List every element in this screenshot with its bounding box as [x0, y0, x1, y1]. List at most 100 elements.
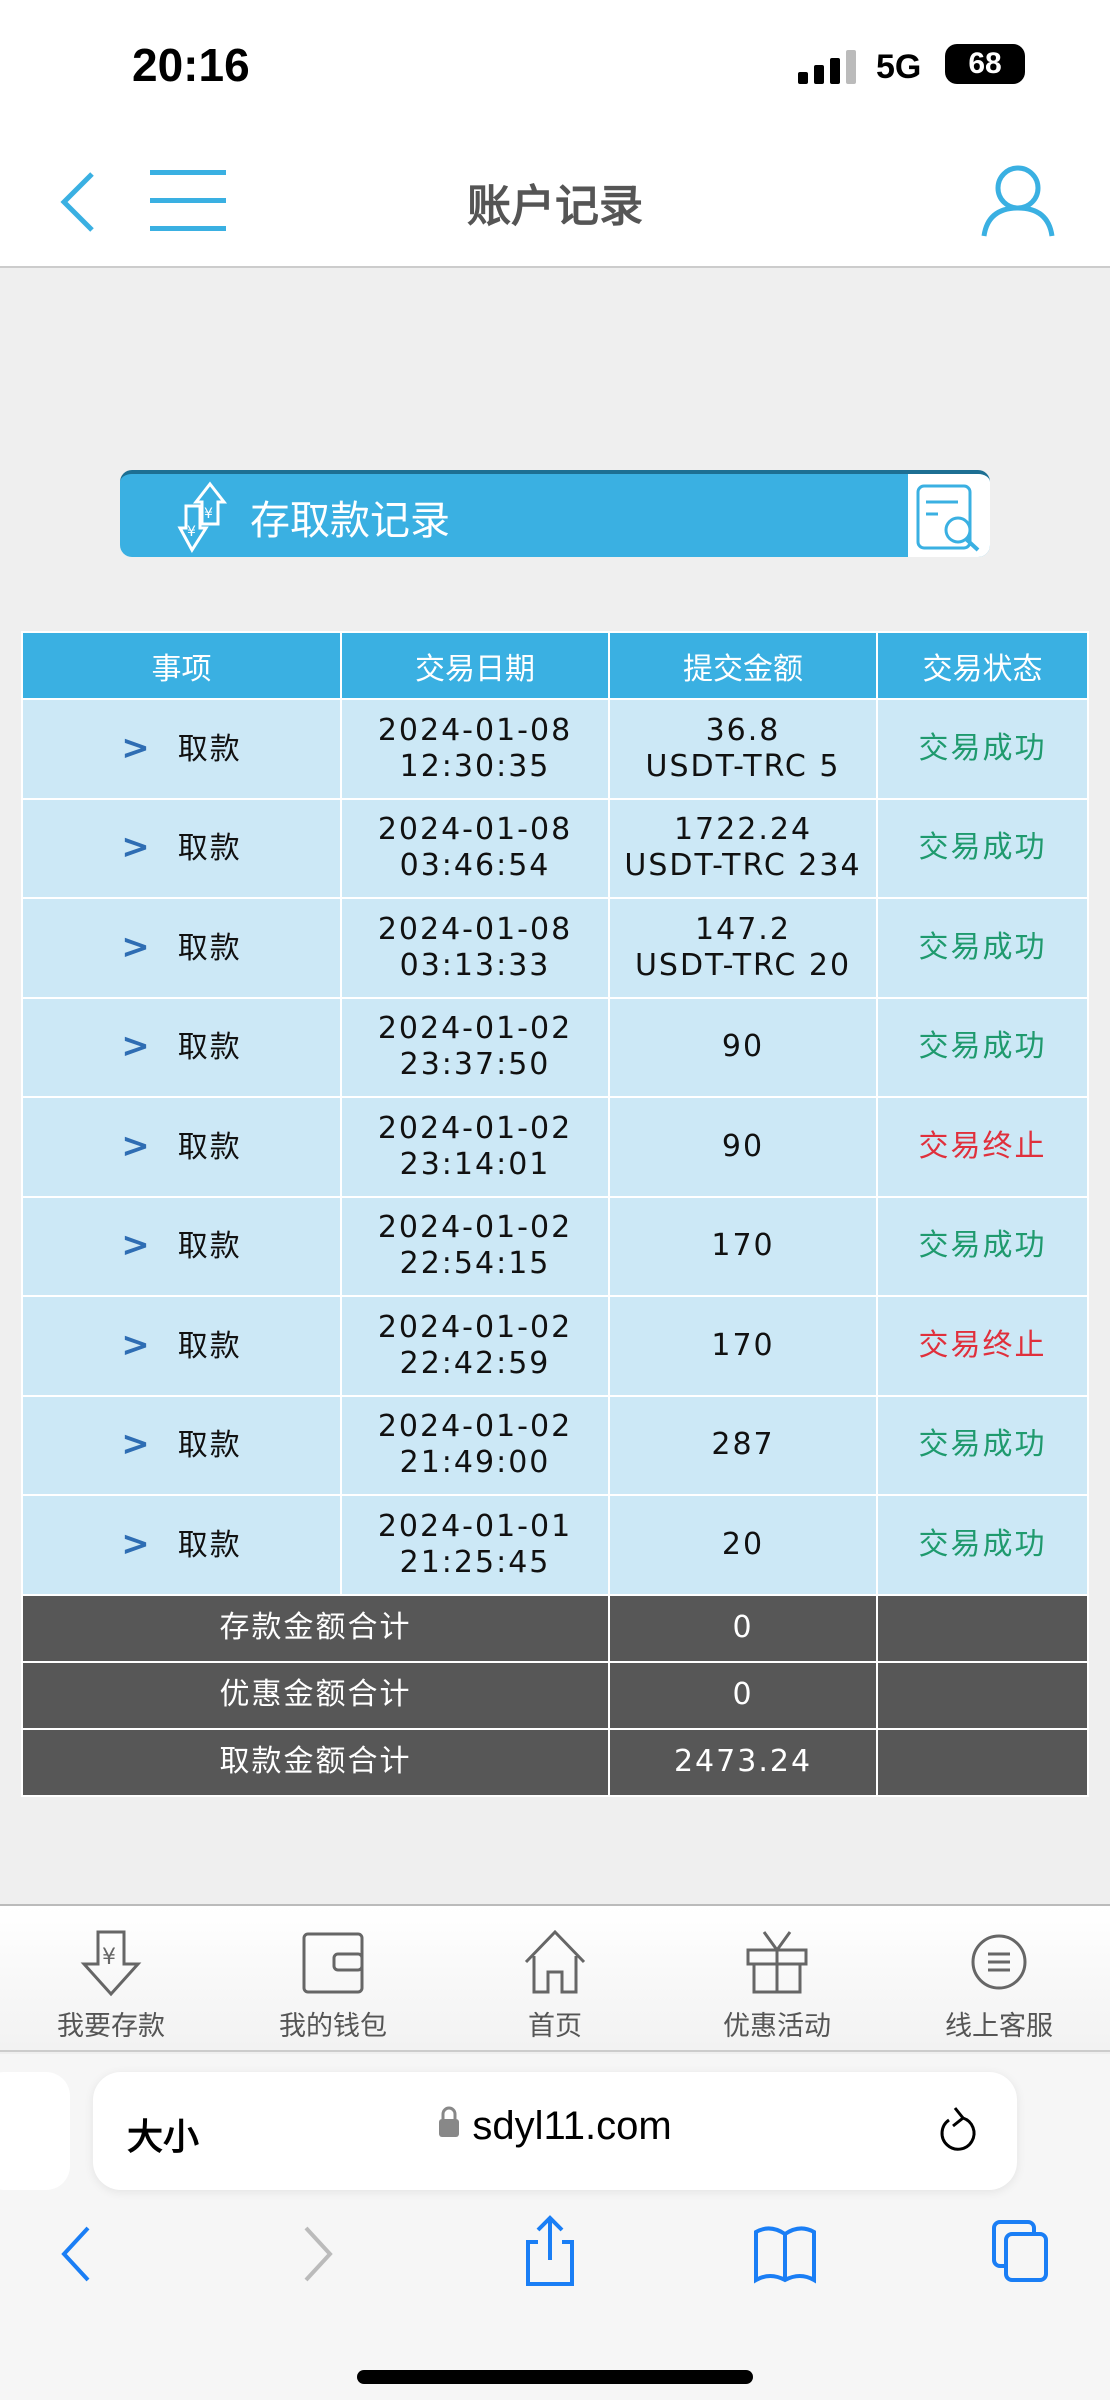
table-row[interactable]: > 取款 2024-01-08 03:13:33 147.2 USDT-TRC 20 …	[21, 897, 1089, 999]
amount-text: 170	[711, 1327, 775, 1363]
nav-label: 我要存款	[57, 2011, 165, 2042]
gift-icon	[746, 1931, 808, 1994]
time-text: 21:25:45	[399, 1544, 551, 1580]
nav-label: 我的钱包	[279, 2011, 387, 2042]
time-text: 23:37:50	[399, 1047, 551, 1083]
table-row[interactable]: > 取款 2024-01-02 23:37:50 90 交易成功	[21, 996, 1089, 1098]
type-text: 取款	[177, 1527, 242, 1563]
amount-cell: 36.8 USDT-TRC 5	[608, 698, 878, 800]
status-badge: 交易成功	[876, 698, 1089, 800]
summary-empty	[876, 1727, 1089, 1797]
type-cell[interactable]: > 取款	[21, 1096, 342, 1198]
status-badge: 交易成功	[876, 797, 1089, 899]
text-size-button[interactable]: 大小	[127, 2117, 200, 2158]
bookmarks-icon[interactable]	[752, 2224, 818, 2284]
svg-text:¥: ¥	[204, 506, 213, 522]
menu-icon[interactable]	[150, 168, 226, 232]
amount-text: 170	[711, 1228, 775, 1264]
type-text: 取款	[177, 731, 242, 767]
nav-deposit[interactable]: ¥ 我要存款	[0, 1906, 222, 2050]
time-text: 23:14:01	[399, 1146, 551, 1182]
type-cell[interactable]: > 取款	[21, 698, 342, 800]
column-header: 事项	[21, 631, 342, 700]
summary-value: 0	[608, 1660, 878, 1730]
type-text: 取款	[177, 1428, 242, 1464]
currency-text: USDT-TRC 234	[624, 848, 862, 884]
network-type: 5G	[876, 48, 922, 86]
status-badge: 交易成功	[876, 1195, 1089, 1297]
status-bar: 20:16 5G 68	[0, 0, 1110, 140]
nav-promotions[interactable]: 优惠活动	[666, 1906, 888, 2050]
date-cell: 2024-01-01 21:25:45	[340, 1494, 610, 1596]
reload-icon[interactable]	[935, 2106, 979, 2156]
type-cell[interactable]: > 取款	[21, 996, 342, 1098]
nav-support[interactable]: 线上客服	[888, 1906, 1110, 2050]
time-text: 03:46:54	[399, 848, 551, 884]
currency-text: USDT-TRC 20	[634, 947, 852, 983]
page-title: 账户记录	[467, 181, 643, 232]
url-field[interactable]: sdyl11.com	[93, 2104, 1017, 2149]
table-row[interactable]: > 取款 2024-01-08 03:46:54 1722.24 USDT-TRC 2…	[21, 797, 1089, 899]
bottom-nav: ¥ 我要存款 我的钱包 首页 优惠活动 线上客服	[0, 1904, 1110, 2052]
amount-cell: 90	[608, 1096, 878, 1198]
search-record-button[interactable]	[908, 474, 990, 557]
chevron-right-icon: >	[121, 926, 152, 967]
tabs-icon[interactable]	[990, 2218, 1050, 2284]
previous-tab[interactable]	[0, 2072, 70, 2190]
address-bar[interactable]: 大小 sdyl11.com	[93, 2072, 1017, 2190]
type-cell[interactable]: > 取款	[21, 797, 342, 899]
back-icon[interactable]	[58, 170, 98, 234]
type-text: 取款	[177, 1129, 242, 1165]
amount-cell: 1722.24 USDT-TRC 234	[608, 797, 878, 899]
signal-icon	[798, 50, 856, 84]
date-text: 2024-01-02	[377, 1110, 573, 1146]
type-text: 取款	[177, 831, 242, 867]
amount-text: 147.2	[695, 911, 791, 947]
browser-forward-icon[interactable]	[296, 2224, 336, 2284]
amount-cell: 147.2 USDT-TRC 20	[608, 897, 878, 999]
amount-cell: 170	[608, 1195, 878, 1297]
date-text: 2024-01-02	[377, 1210, 573, 1246]
chevron-right-icon: >	[121, 727, 152, 768]
browser-back-icon[interactable]	[58, 2224, 98, 2284]
time-text: 12:30:35	[399, 748, 551, 784]
type-text: 取款	[177, 1328, 242, 1364]
table-row[interactable]: > 取款 2024-01-02 21:49:00 287 交易成功	[21, 1394, 1089, 1496]
amount-cell: 90	[608, 996, 878, 1098]
amount-cell: 287	[608, 1394, 878, 1496]
type-cell[interactable]: > 取款	[21, 1195, 342, 1297]
svg-text:¥: ¥	[187, 524, 196, 540]
status-badge: 交易终止	[876, 1096, 1089, 1198]
table-row[interactable]: > 取款 2024-01-02 22:54:15 170 交易成功	[21, 1195, 1089, 1297]
share-icon[interactable]	[520, 2214, 580, 2290]
amount-text: 90	[721, 1029, 765, 1065]
type-text: 取款	[177, 930, 242, 966]
table-row[interactable]: > 取款 2024-01-02 22:42:59 170 交易终止	[21, 1295, 1089, 1397]
table-row[interactable]: > 取款 2024-01-08 12:30:35 36.8 USDT-TRC 5 交易…	[21, 698, 1089, 800]
summary-value: 2473.24	[608, 1727, 878, 1797]
type-cell[interactable]: > 取款	[21, 897, 342, 999]
type-cell[interactable]: > 取款	[21, 1295, 342, 1397]
browser-toolbar: 大小 sdyl11.com	[0, 2054, 1110, 2400]
date-text: 2024-01-02	[377, 1309, 573, 1345]
date-cell: 2024-01-02 22:54:15	[340, 1195, 610, 1297]
lock-icon	[439, 2106, 460, 2137]
nav-home[interactable]: 首页	[444, 1906, 666, 2050]
exchange-icon: ¥¥	[177, 481, 228, 553]
amount-text: 90	[721, 1128, 765, 1164]
date-text: 2024-01-01	[377, 1508, 573, 1544]
table-row[interactable]: > 取款 2024-01-01 21:25:45 20 交易成功	[21, 1494, 1089, 1596]
date-cell: 2024-01-02 21:49:00	[340, 1394, 610, 1496]
user-icon[interactable]	[980, 162, 1056, 238]
nav-wallet[interactable]: 我的钱包	[222, 1906, 444, 2050]
summary-row: 优惠金额合计 0	[21, 1660, 1089, 1730]
table-row[interactable]: > 取款 2024-01-02 23:14:01 90 交易终止	[21, 1096, 1089, 1198]
type-cell[interactable]: > 取款	[21, 1494, 342, 1596]
url-text: sdyl11.com	[472, 2104, 672, 2148]
amount-text: 36.8	[705, 712, 781, 748]
nav-label: 首页	[528, 2011, 582, 2042]
date-text: 2024-01-08	[377, 911, 573, 947]
summary-label: 优惠金额合计	[21, 1660, 610, 1730]
type-cell[interactable]: > 取款	[21, 1394, 342, 1496]
summary-row: 取款金额合计 2473.24	[21, 1727, 1089, 1797]
